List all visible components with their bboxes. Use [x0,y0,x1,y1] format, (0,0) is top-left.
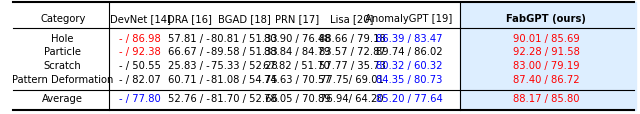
Text: 77.75/ 69.01: 77.75/ 69.01 [320,74,384,84]
Text: - / 50.55: - / 50.55 [119,61,161,70]
Text: - / 86.98: - / 86.98 [119,34,161,43]
Text: 92.28 / 91.58: 92.28 / 91.58 [513,47,580,57]
Bar [460,3,636,110]
Text: 80.81 / 51.33: 80.81 / 51.33 [211,34,278,43]
Text: 83.00 / 79.19: 83.00 / 79.19 [513,61,580,70]
Text: 84.35 / 80.73: 84.35 / 80.73 [376,74,442,84]
Text: 78.05 / 70.89: 78.05 / 70.89 [264,93,330,103]
Text: 81.08 / 54.75: 81.08 / 54.75 [211,74,278,84]
Text: BGAD [18]: BGAD [18] [218,14,271,24]
Text: FabGPT (ours): FabGPT (ours) [506,14,586,24]
Text: 60.71 / -: 60.71 / - [168,74,211,84]
Text: - / 92.38: - / 92.38 [119,47,161,57]
Text: Lisa [20]: Lisa [20] [330,14,374,24]
Text: 76.94/ 64.20: 76.94/ 64.20 [320,93,384,103]
Text: Scratch: Scratch [44,61,82,70]
Text: Category: Category [40,14,85,24]
Text: 85.20 / 77.64: 85.20 / 77.64 [376,93,442,103]
Text: 75.33 / 52.28: 75.33 / 52.28 [211,61,278,70]
Text: - / 82.07: - / 82.07 [119,74,161,84]
Text: - / 77.80: - / 77.80 [119,93,161,103]
Text: DevNet [14]: DevNet [14] [109,14,170,24]
Text: 66.67 / -: 66.67 / - [168,47,211,57]
Text: PRN [17]: PRN [17] [275,14,319,24]
Text: 52.76 / -: 52.76 / - [168,93,211,103]
Text: 88.84 / 84.79: 88.84 / 84.79 [264,47,330,57]
Text: 80.32 / 60.32: 80.32 / 60.32 [376,61,442,70]
Text: 81.70 / 52.66: 81.70 / 52.66 [211,93,278,103]
Text: 57.77 / 35.73: 57.77 / 35.73 [319,61,385,70]
Text: Pattern Deformation: Pattern Deformation [12,74,113,84]
Text: 67.82 / 51.70: 67.82 / 51.70 [264,61,330,70]
Text: 88.66 / 79.18: 88.66 / 79.18 [319,34,385,43]
Text: Average: Average [42,93,83,103]
Text: AnomalyGPT [19]: AnomalyGPT [19] [365,14,452,24]
Text: Hole: Hole [51,34,74,43]
Text: 57.81 / -: 57.81 / - [168,34,211,43]
Text: Particle: Particle [44,47,81,57]
Text: 80.90 / 76.48: 80.90 / 76.48 [264,34,330,43]
Text: 89.58 / 51.33: 89.58 / 51.33 [211,47,278,57]
Text: 83.57 / 72.87: 83.57 / 72.87 [319,47,385,57]
Text: DRA [16]: DRA [16] [167,14,212,24]
Text: 90.01 / 85.69: 90.01 / 85.69 [513,34,580,43]
Text: 88.17 / 85.80: 88.17 / 85.80 [513,93,580,103]
Text: 87.40 / 86.72: 87.40 / 86.72 [513,74,580,84]
Text: 25.83 / -: 25.83 / - [168,61,210,70]
Text: 74.63 / 70.57: 74.63 / 70.57 [264,74,330,84]
Text: 89.74 / 86.02: 89.74 / 86.02 [376,47,442,57]
Text: 86.39 / 83.47: 86.39 / 83.47 [376,34,442,43]
